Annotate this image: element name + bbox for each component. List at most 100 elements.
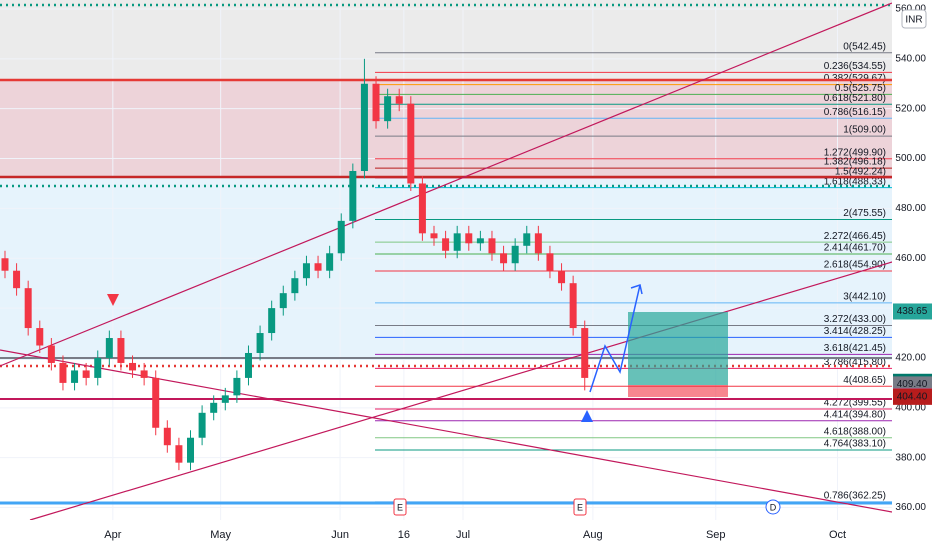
stop-zone (628, 385, 728, 397)
fib-label: 3.618(421.45) (824, 343, 886, 354)
fib-label: 0.786(362.25) (824, 491, 886, 502)
x-tick-label: Apr (104, 529, 121, 541)
fib-label: 1.272(499.90) (824, 147, 886, 158)
candle-body (511, 245, 519, 264)
y-tick-label: 420.00 (895, 353, 926, 364)
fib-label: 0.236(534.55) (824, 61, 886, 72)
y-tick-label: 560.00 (895, 4, 926, 15)
sell-signal (107, 294, 119, 306)
candle-body (581, 328, 589, 378)
candle-body (24, 288, 32, 329)
fib-label: 3.414(428.25) (824, 326, 886, 337)
candle-body (488, 238, 496, 254)
x-tick-label: Oct (829, 529, 846, 541)
fib-label: 2.618(454.90) (824, 260, 886, 271)
currency: INR (905, 15, 922, 26)
candle-body (198, 412, 206, 438)
candle-body (152, 377, 160, 428)
candle-body (105, 338, 113, 358)
axes: 360.00380.00400.00420.00440.00460.00480.… (104, 4, 932, 541)
zone-pink (0, 80, 892, 177)
candle-body (47, 345, 55, 363)
candle-body (534, 233, 542, 254)
candle-body (337, 220, 345, 254)
candle-body (326, 253, 334, 271)
candle-body (59, 362, 67, 383)
arrow-head (630, 284, 643, 295)
zone-gray (0, 0, 892, 80)
candle-body (384, 96, 392, 122)
candle-body (476, 238, 484, 244)
candle-body (442, 238, 450, 251)
target-zone (628, 312, 728, 385)
y-tick-label: 520.00 (895, 103, 926, 114)
fib-label: 4.414(394.80) (824, 409, 886, 420)
projection-arrow (589, 284, 641, 393)
y-tick-label: 540.00 (895, 53, 926, 64)
candle-body (430, 233, 438, 239)
fib-label: 0.382(529.67) (824, 73, 886, 84)
price-badge-label: 438.65 (897, 306, 928, 317)
candle-body (129, 362, 137, 371)
candle-body (418, 183, 426, 234)
trend-line (0, 349, 893, 513)
fib-label: 1.5(492.24) (835, 167, 886, 178)
candle-body (465, 233, 473, 244)
candle-body (291, 278, 299, 294)
candle-body (36, 328, 44, 346)
fib-label: 1(509.00) (843, 125, 886, 136)
fib-label: 3.272(433.00) (824, 314, 886, 325)
buy-signal (581, 410, 593, 422)
fib-label: 3(442.10) (843, 292, 886, 303)
candle-body (94, 357, 102, 378)
fib-label: 4(408.65) (843, 375, 886, 386)
candle-body (175, 445, 183, 463)
candle-body (13, 270, 21, 289)
candle-body (221, 395, 229, 403)
fib-label: 0(542.45) (843, 41, 886, 52)
fib-label: 2.272(466.45) (824, 231, 886, 242)
price-badge (893, 376, 932, 393)
time-axis (0, 520, 892, 550)
fib-label: 2.414(461.70) (824, 243, 886, 254)
candle-body (117, 338, 125, 363)
candle-body (279, 293, 287, 309)
x-tick-label: 16 (398, 529, 410, 541)
candle-body (140, 370, 148, 378)
y-tick-label: 500.00 (895, 153, 926, 164)
y-tick-label: 360.00 (895, 502, 926, 513)
grid (0, 0, 892, 520)
fib-label: 0.786(516.15) (824, 107, 886, 118)
candle-body (256, 333, 264, 353)
fib-levels: 0(542.45) 0.236(534.55)0.382(529.67)0.5(5… (375, 41, 892, 503)
candle-body (82, 370, 90, 378)
candle-body (268, 308, 276, 334)
price-badge-label: 409.40 (897, 379, 928, 390)
candle-body (302, 263, 310, 279)
price-axis (892, 0, 932, 550)
x-tick-label: Sep (706, 529, 726, 541)
candle-body (500, 253, 508, 264)
y-tick-label: 380.00 (895, 452, 926, 463)
price-badge-label: 404.40 (897, 391, 928, 402)
currency-box (901, 9, 927, 29)
event-label: E (397, 502, 403, 512)
candle-body (395, 96, 403, 104)
fib-label: 1.618(488.33) (824, 176, 886, 187)
fib-label: 2(475.55) (843, 208, 886, 219)
candle-body (569, 283, 577, 329)
candle-body (558, 270, 566, 284)
fib-label: 0.5(525.75) (835, 83, 886, 94)
fib-label: 3.786(415.80) (824, 357, 886, 368)
candle-body (210, 402, 218, 413)
fib-label: 0.618(521.80) (824, 93, 886, 104)
candle-body (360, 83, 368, 172)
fib-label: 4.272(399.55) (824, 398, 886, 409)
candle-body (407, 103, 415, 184)
event-icon (765, 499, 781, 515)
trend-line (0, 2, 893, 367)
y-tick-label: 400.00 (895, 402, 926, 413)
trend-line (29, 261, 893, 521)
zone-blue (0, 177, 892, 360)
